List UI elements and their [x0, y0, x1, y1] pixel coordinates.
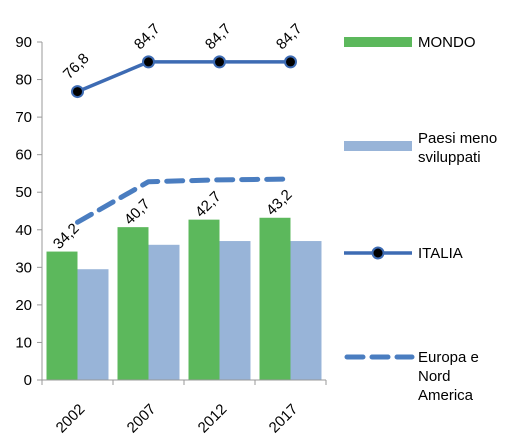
data-label-mondo: 43,2	[263, 186, 296, 219]
y-tick-label: 70	[15, 109, 32, 126]
x-tick-label: 2017	[266, 401, 302, 434]
bar-paesi-meno-sviluppati	[290, 241, 322, 380]
y-tick-label: 30	[15, 259, 32, 276]
bar-mondo	[117, 227, 149, 380]
legend-label-paesi-meno-sviluppati: sviluppati	[418, 149, 481, 166]
legend: MONDO Paesi meno sviluppati ITALIA Europa e N…	[344, 34, 497, 404]
marker-italia	[71, 85, 84, 99]
y-tick-label: 0	[24, 372, 32, 389]
y-tick-label: 80	[15, 72, 32, 89]
y-tick-label: 90	[15, 34, 32, 51]
legend-swatch-mondo	[344, 37, 412, 47]
legend-label-europa-e-nord-america: Europa e	[418, 349, 479, 366]
y-tick-label: 40	[15, 222, 32, 239]
y-ticks: 0 10 20 30 40 50 60 70 80 90	[15, 34, 42, 389]
marker-italia	[284, 55, 297, 69]
y-tick-label: 60	[15, 147, 32, 164]
legend-label-europa-e-nord-america: America	[418, 387, 474, 404]
data-label-italia: 84,7	[202, 20, 235, 53]
bar-mondo	[259, 217, 291, 380]
bar-paesi-meno-sviluppati	[219, 241, 251, 380]
legend-label-mondo: MONDO	[418, 34, 476, 51]
data-label-mondo: 42,7	[192, 188, 225, 221]
bars-layer	[46, 217, 322, 380]
legend-label-italia: ITALIA	[418, 245, 463, 262]
lines-layer	[71, 55, 297, 225]
data-label-italia: 76,8	[60, 50, 93, 83]
x-ticks: 2002 2007 2012 2017	[41, 380, 327, 434]
x-tick-label: 2007	[124, 401, 160, 434]
legend-label-europa-e-nord-america: Nord	[418, 368, 451, 385]
x-tick-label: 2002	[53, 401, 89, 434]
legend-swatch-paesi-meno-sviluppati	[344, 141, 412, 151]
y-tick-label: 20	[15, 297, 32, 314]
marker-italia	[142, 55, 155, 69]
line-italia	[76, 60, 291, 94]
bar-mondo	[46, 251, 78, 380]
line-europa-e-nord-america	[75, 176, 293, 225]
y-tick-label: 10	[15, 334, 32, 351]
data-label-mondo: 34,2	[50, 220, 83, 253]
data-label-mondo: 40,7	[121, 196, 154, 229]
legend-label-paesi-meno-sviluppati: Paesi meno	[418, 130, 497, 147]
bar-mondo	[188, 219, 220, 380]
marker-italia	[213, 55, 226, 69]
y-tick-label: 50	[15, 184, 32, 201]
data-label-italia: 84,7	[131, 20, 164, 53]
data-label-italia: 84,7	[273, 20, 306, 53]
bar-paesi-meno-sviluppati	[148, 244, 180, 380]
x-tick-label: 2012	[195, 401, 231, 434]
legend-marker-italia	[371, 246, 385, 260]
bar-paesi-meno-sviluppati	[77, 269, 109, 380]
